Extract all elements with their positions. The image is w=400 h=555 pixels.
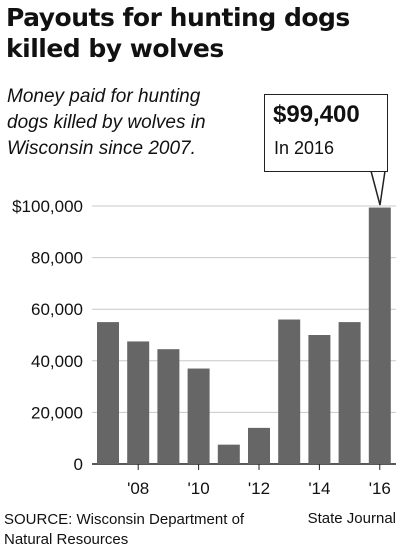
- x-tick-label: '14: [308, 479, 330, 498]
- bar-2007: [97, 322, 119, 464]
- source-note: SOURCE: Wisconsin Department of Natural …: [4, 511, 245, 548]
- callout-box: $99,400 In 2016: [264, 94, 388, 172]
- credit-line: State Journal: [307, 510, 396, 527]
- bars: [97, 207, 391, 464]
- chart-title: Payouts for hunting dogs killed by wolve…: [6, 3, 350, 63]
- y-tick-label: 20,000: [31, 403, 83, 422]
- bar-2015: [338, 322, 361, 464]
- callout-pointer: [370, 170, 386, 206]
- bar-2008: [127, 341, 150, 464]
- bar-2014: [308, 335, 331, 464]
- y-tick-label: 60,000: [31, 300, 83, 319]
- x-tick-label: '08: [127, 479, 149, 498]
- y-axis-ticks: 0 20,000 40,000 60,000 80,000 $100,000: [12, 197, 83, 474]
- bar-2011: [217, 444, 240, 464]
- bar-2010: [187, 368, 210, 464]
- bar-2009: [157, 349, 180, 464]
- x-tick-label: '12: [248, 479, 270, 498]
- bar-2013: [278, 319, 301, 464]
- x-tick-label: '10: [188, 479, 210, 498]
- y-tick-label: 0: [74, 455, 83, 474]
- x-axis-ticks: '08 '10 '12 '14 '16: [127, 464, 391, 498]
- chart-subtitle: Money paid for hunting dogs killed by wo…: [7, 86, 206, 159]
- x-tick-label: '16: [369, 479, 391, 498]
- callout-value: $99,400: [273, 101, 360, 128]
- bar-2012: [248, 427, 270, 464]
- callout-label: In 2016: [274, 138, 335, 158]
- y-tick-label: 40,000: [31, 352, 83, 371]
- y-tick-label: 80,000: [31, 249, 83, 268]
- bar-2016: [368, 207, 391, 464]
- y-tick-label: $100,000: [12, 197, 83, 216]
